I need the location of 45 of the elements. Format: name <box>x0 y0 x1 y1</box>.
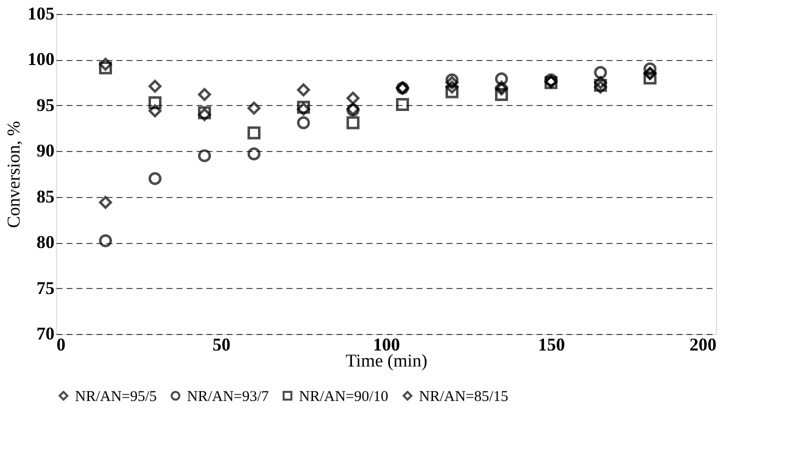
point <box>99 196 112 209</box>
legend-label: NR/AN=90/10 <box>299 388 388 405</box>
point <box>644 72 656 84</box>
y-tick-label: 85 <box>36 186 54 206</box>
point <box>148 104 162 118</box>
y-tick-label: 70 <box>36 324 54 344</box>
point <box>495 72 508 86</box>
legend-label: NR/AN=85/15 <box>419 388 508 405</box>
x-tick-label: 0 <box>56 334 66 354</box>
point <box>198 88 211 101</box>
point <box>99 58 112 71</box>
point <box>148 96 162 110</box>
point <box>446 80 458 94</box>
x-tick-label: 200 <box>690 334 716 354</box>
point <box>148 80 162 93</box>
point <box>297 83 310 96</box>
legend-label: NR/AN=93/7 <box>187 388 270 405</box>
point <box>495 88 508 101</box>
x-tick-label: 50 <box>212 334 230 354</box>
point <box>594 66 607 79</box>
point <box>297 116 310 130</box>
point <box>99 61 112 74</box>
point <box>446 73 458 86</box>
legend-label: NR/AN=95/5 <box>75 388 157 405</box>
point <box>148 172 162 186</box>
point <box>346 116 360 130</box>
y-tick-label: 90 <box>36 140 54 161</box>
y-tick-label: 95 <box>36 94 54 115</box>
y-tick-label: 100 <box>28 49 54 70</box>
point <box>248 102 260 115</box>
point <box>198 149 211 162</box>
point <box>396 98 409 112</box>
point <box>248 126 260 140</box>
point <box>594 76 607 90</box>
point <box>446 85 458 98</box>
y-axis-title: Conversion, % <box>4 121 24 228</box>
point <box>346 92 360 105</box>
x-tick-label: 150 <box>538 334 565 354</box>
point <box>248 147 260 160</box>
point <box>99 234 112 248</box>
point <box>644 62 656 76</box>
y-tick-label: 75 <box>36 278 54 298</box>
y-tick-label: 105 <box>28 4 54 24</box>
y-tick-label: 80 <box>36 232 54 252</box>
point <box>446 76 458 90</box>
